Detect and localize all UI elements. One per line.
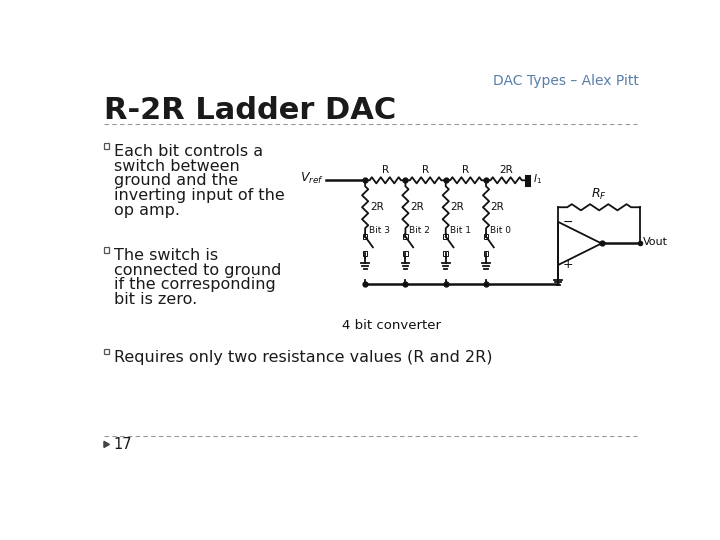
Text: inverting input of the: inverting input of the bbox=[114, 188, 285, 203]
Bar bbox=[444, 234, 448, 239]
Text: if the corresponding: if the corresponding bbox=[114, 278, 276, 292]
Text: $V_{ref}$: $V_{ref}$ bbox=[300, 171, 324, 186]
Text: switch between: switch between bbox=[114, 159, 240, 174]
Text: 2R: 2R bbox=[490, 202, 505, 212]
Bar bbox=[104, 143, 109, 148]
Text: $R_F$: $R_F$ bbox=[591, 187, 607, 202]
Text: Vout: Vout bbox=[642, 237, 667, 247]
Text: ground and the: ground and the bbox=[114, 173, 238, 188]
Bar bbox=[104, 349, 109, 354]
Polygon shape bbox=[104, 441, 109, 448]
Text: 2R: 2R bbox=[370, 202, 384, 212]
Text: op amp.: op amp. bbox=[114, 202, 180, 218]
Text: +: + bbox=[563, 258, 573, 271]
Bar bbox=[484, 251, 488, 256]
Text: Each bit controls a: Each bit controls a bbox=[114, 144, 263, 159]
Text: 2R: 2R bbox=[499, 165, 513, 175]
Bar bbox=[403, 234, 408, 239]
Bar bbox=[363, 251, 367, 256]
Text: R: R bbox=[422, 165, 429, 175]
Bar bbox=[403, 251, 408, 256]
Text: 2R: 2R bbox=[410, 202, 424, 212]
Text: R-2R Ladder DAC: R-2R Ladder DAC bbox=[104, 96, 396, 125]
Bar bbox=[104, 247, 109, 253]
Text: Bit 3: Bit 3 bbox=[369, 226, 390, 235]
Bar bbox=[363, 234, 367, 239]
Text: R: R bbox=[382, 165, 389, 175]
Text: Bit 0: Bit 0 bbox=[490, 226, 511, 235]
Bar bbox=[444, 251, 448, 256]
Text: Bit 2: Bit 2 bbox=[409, 226, 430, 235]
Text: 2R: 2R bbox=[451, 202, 464, 212]
Text: $I_1$: $I_1$ bbox=[534, 172, 542, 186]
Text: connected to ground: connected to ground bbox=[114, 262, 282, 278]
Text: 4 bit converter: 4 bit converter bbox=[342, 319, 441, 332]
Text: 17: 17 bbox=[113, 437, 132, 452]
Text: DAC Types – Alex Pitt: DAC Types – Alex Pitt bbox=[492, 74, 639, 88]
Text: Requires only two resistance values (R and 2R): Requires only two resistance values (R a… bbox=[114, 350, 492, 364]
Text: The switch is: The switch is bbox=[114, 248, 218, 263]
Bar bbox=[484, 234, 488, 239]
Text: −: − bbox=[563, 216, 573, 229]
Text: bit is zero.: bit is zero. bbox=[114, 292, 197, 307]
Text: Bit 1: Bit 1 bbox=[449, 226, 471, 235]
Text: R: R bbox=[462, 165, 469, 175]
